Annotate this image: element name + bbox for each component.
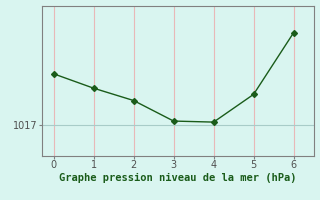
X-axis label: Graphe pression niveau de la mer (hPa): Graphe pression niveau de la mer (hPa)	[59, 173, 296, 183]
